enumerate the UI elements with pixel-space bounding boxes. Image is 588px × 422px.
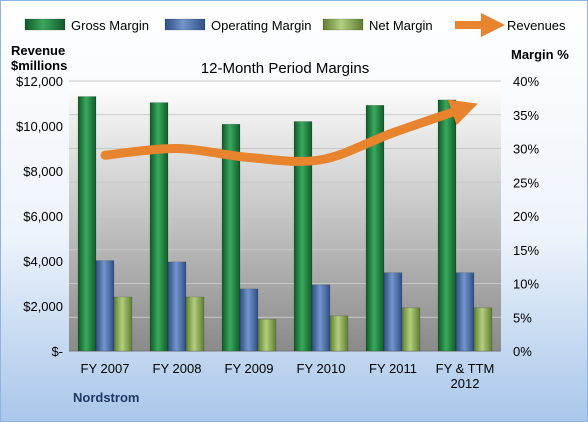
left-axis-title-line-1: Revenue [11, 43, 65, 58]
x-tick-label: FY 2011 [369, 361, 417, 376]
legend: Gross Margin Operating Margin Net Margin Re… [24, 13, 566, 37]
bar-net-margin [185, 296, 205, 352]
bar-net-margin [401, 307, 421, 352]
left-tick-label: $- [51, 344, 63, 359]
left-tick-label: $4,000 [23, 254, 63, 269]
x-tick-label: FY 2010 [297, 361, 346, 376]
chart-title: 12-Month Period Margins [201, 60, 369, 77]
tick-labels: $- $2,000 $4,000 $6,000 $8,000 $10,000 $12,000… [16, 74, 539, 391]
bar-operating-margin [167, 261, 187, 352]
legend-swatch [164, 18, 206, 31]
right-tick-label: 15% [513, 243, 539, 258]
bars-group [77, 96, 493, 352]
bar-operating-margin [311, 284, 331, 352]
legend-label: Gross Margin [71, 18, 149, 33]
bar-net-margin [329, 315, 349, 352]
right-tick-label: 0% [513, 344, 532, 359]
right-tick-label: 40% [513, 74, 539, 89]
bar-operating-margin [455, 272, 475, 352]
bar-operating-margin [383, 272, 403, 352]
right-tick-label: 35% [513, 108, 539, 123]
left-axis-title-line-2: $millions [11, 58, 67, 73]
bar-gross-margin [365, 105, 385, 352]
x-tick-label: FY & TTM 2012 [436, 361, 495, 391]
bar-gross-margin [293, 121, 313, 352]
legend-swatch [24, 18, 66, 31]
company-label: Nordstrom [73, 390, 139, 405]
legend-label: Operating Margin [211, 18, 311, 33]
left-tick-label: $8,000 [23, 164, 63, 179]
right-tick-label: 20% [513, 209, 539, 224]
left-tick-label: $2,000 [23, 299, 63, 314]
revenue-line [100, 99, 478, 166]
bar-gross-margin [221, 123, 241, 352]
x-tick-label: FY 2008 [153, 361, 202, 376]
x-tick-label: FY 2009 [225, 361, 274, 376]
bar-net-margin [113, 296, 133, 352]
legend-swatch [322, 18, 364, 31]
bar-gross-margin [437, 99, 457, 352]
x-tick-label: FY 2007 [81, 361, 130, 376]
bar-operating-margin [95, 260, 115, 352]
left-tick-label: $6,000 [23, 209, 63, 224]
bar-operating-margin [239, 288, 259, 352]
bar-net-margin [473, 307, 493, 352]
legend-label: Net Margin [369, 18, 433, 33]
right-tick-label: 25% [513, 175, 539, 190]
left-tick-label: $12,000 [16, 74, 63, 89]
left-tick-label: $10,000 [16, 119, 63, 134]
right-axis-title: Margin % [511, 47, 569, 62]
bar-gross-margin [77, 96, 97, 352]
right-tick-label: 10% [513, 277, 539, 292]
left-axis-title: Revenue $millions [11, 43, 69, 73]
revenue-line-group [100, 99, 478, 166]
legend-label: Revenues [507, 18, 566, 33]
bar-net-margin [257, 319, 277, 352]
right-tick-label: 30% [513, 142, 539, 157]
right-tick-label: 5% [513, 310, 532, 325]
bar-gross-margin [149, 102, 169, 352]
